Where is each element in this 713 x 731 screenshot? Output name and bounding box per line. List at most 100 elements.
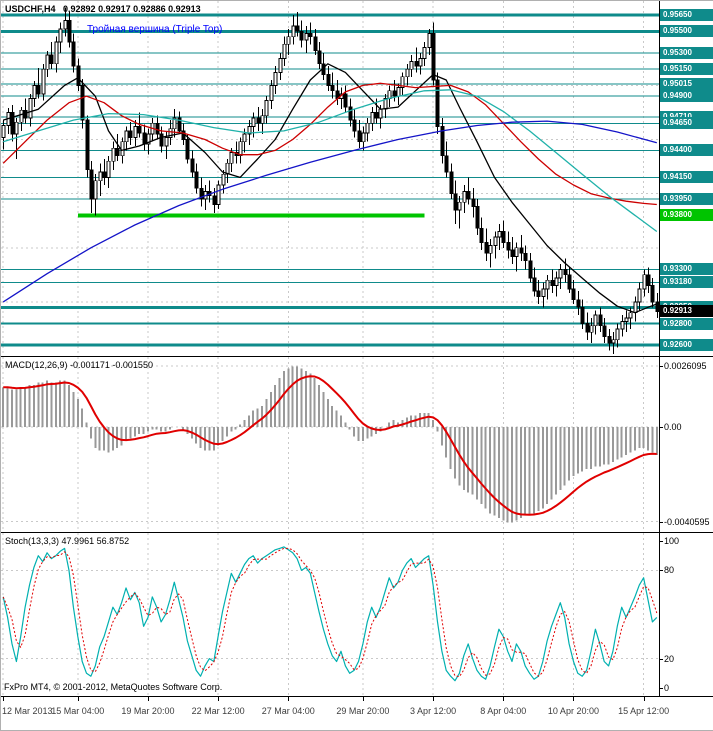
candle (545, 274, 550, 300)
candle (172, 109, 177, 138)
stoch-scale-label: 20 (664, 653, 675, 664)
candle (133, 120, 138, 147)
candle (536, 280, 541, 305)
price-level-label: 0.93300 (660, 263, 713, 276)
scale-border (659, 1, 660, 697)
level-lines-layer[interactable] (1, 13, 659, 347)
candle (598, 307, 603, 333)
ma-lines-layer (2, 63, 658, 314)
candle (238, 137, 243, 164)
price-chart-plot[interactable] (1, 1, 659, 356)
candle (49, 42, 54, 70)
candle (567, 267, 572, 294)
candle (6, 108, 11, 135)
candle (330, 72, 335, 99)
candle (383, 94, 388, 118)
macd-scale-tick (659, 427, 663, 428)
candle (357, 120, 362, 149)
candle (128, 122, 133, 145)
candle (352, 109, 357, 138)
price-level-label: 0.95015 (660, 77, 713, 90)
candle (313, 29, 318, 56)
macd-plot[interactable] (1, 357, 659, 532)
support-price-label: 0.93800 (660, 209, 713, 222)
candle (260, 109, 265, 135)
candle (102, 159, 107, 185)
candle (225, 159, 230, 183)
macd-signal-line (3, 375, 657, 516)
panel-separator[interactable] (1, 356, 713, 357)
candle (449, 163, 454, 200)
time-label: 10 Apr 20:00 (547, 706, 599, 716)
candle (54, 36, 59, 73)
macd-histogram (2, 366, 658, 523)
candle (418, 52, 423, 75)
time-tick (433, 697, 434, 701)
current-price-label: 0.92913 (660, 305, 713, 318)
price-level-label: 0.92800 (660, 317, 713, 330)
price-level-label: 0.92600 (660, 339, 713, 352)
candle (299, 20, 304, 48)
candle (435, 72, 440, 135)
candle (519, 234, 524, 261)
candle (286, 29, 291, 56)
candle (497, 223, 502, 250)
time-tick (288, 697, 289, 701)
candle (462, 184, 467, 214)
candle (563, 258, 568, 283)
stoch-current-values: 47.9961 56.8752 (61, 536, 130, 546)
price-level-label: 0.95300 (660, 46, 713, 59)
candle (339, 87, 344, 110)
candle (501, 220, 506, 248)
macd-scale-label: 0.0026095 (664, 361, 707, 372)
candle (558, 264, 563, 289)
candle (155, 115, 160, 140)
candle (532, 267, 537, 297)
candle (453, 180, 458, 224)
candle (58, 22, 63, 53)
candle (89, 161, 94, 214)
time-axis[interactable]: 12 Mar 2013 15 Mar 04:00 19 Mar 20:00 22 Ma… (1, 697, 713, 730)
candles-layer (1, 7, 659, 354)
triple-top-annotation[interactable]: Тройная вершина (Triple Top) (87, 24, 223, 35)
candle (19, 107, 24, 131)
panel-separator[interactable] (1, 696, 713, 697)
stoch-k-line (2, 546, 658, 682)
candle (98, 163, 103, 196)
candle (41, 63, 46, 101)
candle (304, 25, 309, 53)
candle (71, 33, 76, 73)
candle (571, 280, 576, 305)
candle (405, 63, 410, 86)
stochastic-plot[interactable] (1, 533, 659, 696)
candle (554, 271, 559, 297)
panel-separator[interactable] (1, 532, 713, 533)
candle (1, 120, 6, 150)
copyright-text: FxPro MT4, © 2001-2012, MetaQuotes Softw… (4, 682, 223, 692)
candle (400, 72, 405, 97)
candle (256, 107, 261, 131)
candle (142, 124, 147, 151)
candle (611, 332, 616, 354)
candle (343, 85, 348, 113)
candle (493, 231, 498, 259)
ohlc-values: 0.92892 0.92917 0.92886 0.92913 (63, 4, 201, 14)
price-level-label: 0.95500 (660, 25, 713, 38)
macd-scale-tick (659, 522, 663, 523)
time-tick (573, 697, 574, 701)
price-level-label: 0.93180 (660, 276, 713, 289)
candle (93, 174, 98, 216)
candle (387, 85, 392, 108)
candle (528, 253, 533, 283)
candle (576, 291, 581, 315)
macd-scale-tick (659, 366, 663, 367)
price-level-label: 0.95650 (660, 9, 713, 22)
stoch-indicator-label: Stoch(13,3,3) 47.9961 56.8752 (5, 536, 129, 546)
candle (646, 267, 651, 294)
stoch-name: Stoch(13,3,3) (5, 536, 60, 546)
candle (523, 245, 528, 270)
chart-header: USDCHF,H4 0.92892 0.92917 0.92886 0.9291… (5, 4, 206, 14)
time-tick (218, 697, 219, 701)
candle (488, 239, 493, 268)
